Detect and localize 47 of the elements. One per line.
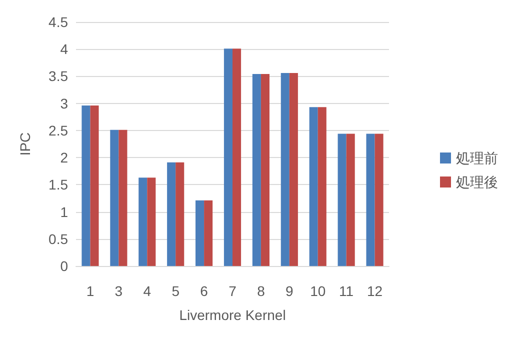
bar xyxy=(280,72,290,266)
y-tick-label: 0 xyxy=(60,258,68,274)
y-tick-label: 1 xyxy=(60,204,68,220)
bar xyxy=(374,134,384,266)
x-tick-label: 1 xyxy=(86,283,94,299)
x-tick-label: 9 xyxy=(286,283,294,299)
bar xyxy=(346,134,355,266)
bar xyxy=(138,178,148,266)
bar xyxy=(147,178,156,266)
bar xyxy=(118,130,128,266)
y-tick-label: 2.5 xyxy=(48,122,68,138)
bar xyxy=(204,200,213,266)
bar xyxy=(338,134,346,266)
bar xyxy=(224,48,232,266)
bar xyxy=(252,74,261,266)
x-tick-label: 7 xyxy=(228,283,237,299)
y-tick-label: 2 xyxy=(60,150,68,166)
y-tick-label: 3 xyxy=(60,95,68,112)
x-tick-label: 4 xyxy=(143,283,152,299)
bar xyxy=(260,74,270,266)
y-tick-label: 4.5 xyxy=(48,14,68,30)
y-tick-label: 4 xyxy=(60,41,68,58)
bar xyxy=(289,72,298,266)
x-tick-label: 8 xyxy=(257,283,266,299)
x-tick-label: 6 xyxy=(200,283,208,299)
x-axis-title: Livermore Kernel xyxy=(179,307,286,323)
bar xyxy=(309,107,318,266)
bar xyxy=(232,48,242,266)
legend-label: 処理後 xyxy=(456,174,498,190)
legend-label: 処理前 xyxy=(456,150,498,166)
bar xyxy=(318,107,326,266)
y-tick-label: 3.5 xyxy=(48,68,68,84)
bar xyxy=(176,162,184,266)
bar xyxy=(196,200,204,266)
x-tick-label: 11 xyxy=(339,283,354,299)
bar xyxy=(167,162,176,266)
x-tick-label: 12 xyxy=(366,283,383,299)
y-axis-title: IPC xyxy=(17,132,33,156)
bar xyxy=(366,134,375,266)
bar xyxy=(110,130,119,266)
y-tick-label: 1.5 xyxy=(48,176,68,193)
bar xyxy=(90,106,99,266)
y-tick-label: 0.5 xyxy=(48,230,68,247)
x-tick-label: 3 xyxy=(114,283,123,299)
x-tick-label: 10 xyxy=(310,283,326,299)
bar xyxy=(82,106,90,266)
x-tick-label: 5 xyxy=(172,283,180,299)
